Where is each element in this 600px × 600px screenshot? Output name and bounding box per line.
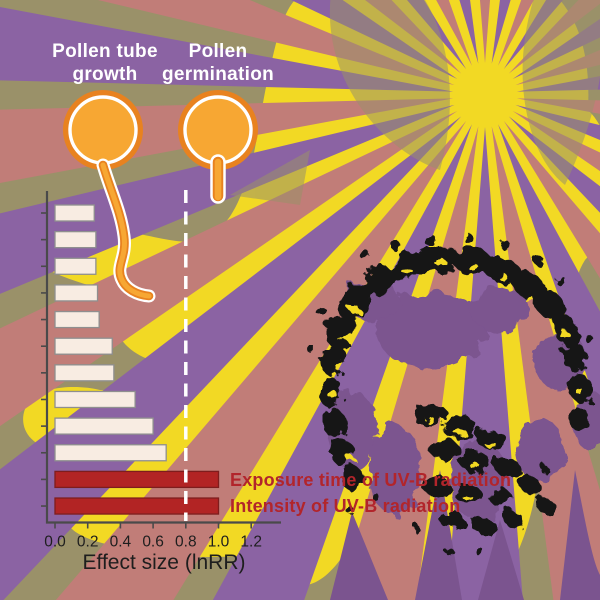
bar-label-intensity: Intensity of UV-B radiation <box>230 496 461 516</box>
pollen-grain-short-tube-icon <box>178 90 258 204</box>
x-tick-label: 0.2 <box>77 534 99 551</box>
heading-line: growth <box>72 64 138 85</box>
bar-effect-2 <box>54 230 97 249</box>
x-tick-label: 0.8 <box>175 534 197 551</box>
x-tick-label: 1.0 <box>208 534 230 551</box>
bar-effect-6 <box>54 337 113 355</box>
x-axis-label: Effect size (lnRR) <box>82 551 246 574</box>
translucent-petals <box>230 0 600 205</box>
bar-intensity-of-uv-b-radiation <box>54 497 220 515</box>
bar-effect-1 <box>54 204 95 222</box>
x-tick-label: 0.6 <box>142 534 164 551</box>
heading-line: Pollen <box>188 41 248 62</box>
bar-effect-10 <box>54 444 167 462</box>
bar-label-exposure-time: Exposure time of UV-B radiation <box>230 470 512 490</box>
bar-effect-5 <box>54 310 100 329</box>
bar-effect-7 <box>54 364 115 382</box>
x-tick-label: 0.0 <box>44 534 66 551</box>
bar-effect-4 <box>54 284 99 302</box>
heading-pollen-germination: Pollen germination <box>143 40 293 86</box>
bar-effect-3 <box>54 257 97 275</box>
seed-head-highlights <box>329 258 584 501</box>
heading-pollen-tube-growth: Pollen tube growth <box>25 40 185 86</box>
bar-exposure-time-of-uv-b-radiation <box>54 470 220 489</box>
x-tick-label: 0.4 <box>110 534 132 551</box>
x-tick-label: 1.2 <box>240 534 262 551</box>
bar-effect-9 <box>54 417 154 435</box>
bar-effect-8 <box>54 390 136 409</box>
purple-bottom-spikes <box>330 470 600 600</box>
heading-line: Pollen tube <box>52 41 158 62</box>
sunflower-seed-head <box>308 233 594 556</box>
chart-axes <box>45 191 281 524</box>
pollen-grain-long-tube-icon <box>63 90 156 303</box>
heading-line: germination <box>161 64 275 85</box>
